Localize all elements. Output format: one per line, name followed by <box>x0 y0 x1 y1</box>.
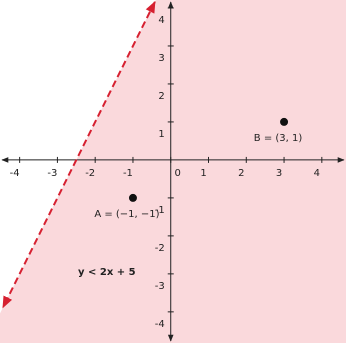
y-tick-label: -3 <box>155 281 165 292</box>
y-tick-label: -1 <box>155 205 165 216</box>
point <box>128 193 137 202</box>
point-label: A = (−1, −1) <box>94 209 159 220</box>
y-tick-label: -2 <box>155 243 165 254</box>
y-tick-label: 4 <box>158 15 164 26</box>
y-tick-label: 2 <box>158 91 164 102</box>
point <box>280 117 289 126</box>
x-tick-label: -3 <box>47 168 57 179</box>
y-tick-label: 3 <box>158 53 164 64</box>
x-tick-label: 1 <box>200 168 206 179</box>
x-tick-label: 4 <box>314 168 320 179</box>
point-label: B = (3, 1) <box>254 133 303 144</box>
x-tick-label: 2 <box>238 168 244 179</box>
x-tick-label: 3 <box>276 168 282 179</box>
marks-layer: y < 2x + 5 A = (−1, −1) B = (3, 1) <box>2 0 303 309</box>
y-tick-label: 1 <box>158 129 164 140</box>
x-tick-label: -1 <box>123 168 133 179</box>
x-tick-label: -2 <box>85 168 95 179</box>
boundary-line <box>2 0 156 309</box>
x-tick-label: -4 <box>10 168 20 179</box>
x-tick-label: 0 <box>175 168 181 179</box>
inequality-label: y < 2x + 5 <box>78 267 136 278</box>
y-tick-label: -4 <box>155 319 165 330</box>
